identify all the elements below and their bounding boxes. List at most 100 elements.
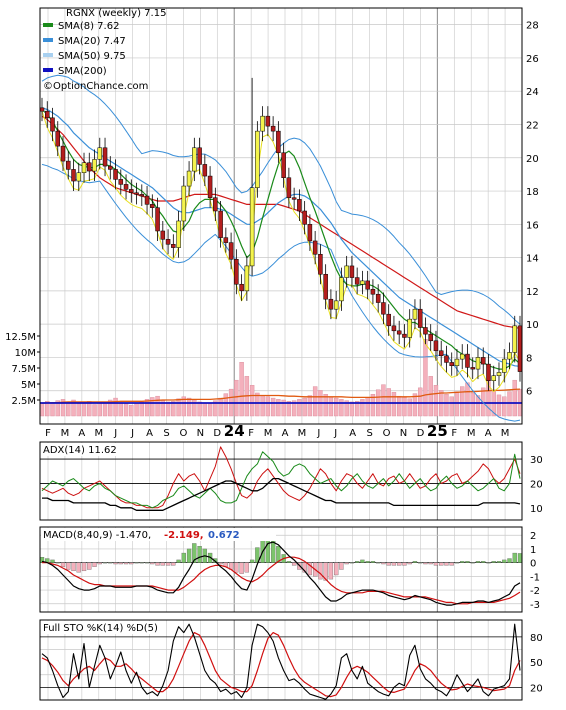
x-tick-label: M — [298, 428, 307, 439]
candle-up — [260, 115, 265, 132]
candle-down — [302, 210, 307, 225]
volume-bar — [302, 397, 307, 417]
adx-tick-label: 20 — [530, 479, 543, 490]
volume-bar — [81, 402, 87, 417]
x-tick-label: J — [113, 428, 117, 439]
sto-title: Full STO %K(14) %D(5) — [43, 623, 158, 634]
sto-d-line — [41, 631, 521, 698]
macd-histogram-bar — [76, 562, 81, 573]
volume-bar — [460, 386, 465, 417]
candle-down — [349, 265, 355, 278]
volume-bar — [512, 379, 517, 417]
volume-bar — [297, 399, 302, 417]
macd-histogram-bar — [118, 562, 123, 565]
adx-title: ADX(14) 11.62 — [43, 445, 117, 456]
volume-bar — [197, 401, 202, 417]
x-tick-label: S — [366, 428, 372, 439]
candle-up — [333, 300, 339, 310]
volume-bar — [165, 401, 171, 417]
candle-down — [102, 147, 108, 167]
macd-histogram-bar — [197, 546, 202, 563]
x-tick-label: 25 — [427, 422, 448, 440]
candle-down — [449, 362, 454, 367]
upper-band-line — [41, 74, 521, 325]
legend-label: SMA(20) 7.47 — [58, 36, 126, 47]
macd-histogram-bar — [276, 546, 281, 563]
macd-histogram-bar — [218, 562, 223, 565]
macd-histogram-bar — [470, 562, 475, 564]
candle-down — [113, 169, 118, 180]
candle-down — [276, 130, 281, 154]
candle-down — [223, 237, 229, 243]
candle-up — [339, 277, 344, 302]
macd-histogram-bar — [517, 553, 523, 563]
volume-bar — [39, 402, 45, 417]
candle-down — [228, 242, 234, 260]
macd-histogram-bar — [71, 562, 76, 572]
volume-bar — [113, 397, 118, 417]
x-tick-label: O — [383, 428, 391, 439]
x-tick-label: 24 — [224, 422, 245, 440]
volume-bar — [370, 394, 376, 417]
macd-tick-label: 1 — [530, 545, 536, 556]
x-tick-label: M — [467, 428, 476, 439]
volume-bar — [407, 398, 412, 417]
volume-bar — [475, 395, 481, 417]
candle-up — [249, 187, 255, 267]
macd-histogram-bar — [302, 562, 307, 573]
macd-histogram-bar — [129, 562, 134, 565]
macd-signal-value: -2.149, — [164, 530, 204, 541]
legend-label: SMA(200) — [58, 66, 107, 77]
volume-bar — [333, 397, 339, 417]
candle-down — [386, 313, 391, 327]
volume-bar — [444, 394, 449, 417]
volume-bar — [134, 403, 139, 417]
macd-histogram-bar — [355, 561, 360, 563]
adx-tick-label: 30 — [530, 455, 543, 466]
candle-down — [470, 367, 475, 370]
volume-bar — [202, 403, 208, 417]
volume-bar — [150, 397, 155, 417]
candle-down — [171, 244, 176, 248]
x-tick-label: N — [400, 428, 407, 439]
volume-bar — [502, 396, 507, 417]
x-tick-label: A — [78, 428, 85, 439]
x-tick-label: M — [94, 428, 103, 439]
macd-histogram-bar — [155, 562, 160, 566]
volume-bar — [465, 382, 470, 417]
macd-panel-frame — [39, 526, 523, 613]
candle-down — [60, 145, 66, 162]
price-tick-label: 10 — [526, 320, 539, 331]
macd-label-bg — [41, 528, 276, 541]
candle-up — [181, 185, 187, 222]
volume-bar — [481, 387, 486, 417]
macd-histogram-bar — [102, 562, 108, 564]
price-tick-label: 8 — [526, 353, 532, 364]
volume-tick-label: 5M — [21, 380, 36, 391]
volume-bar — [381, 384, 386, 417]
macd-histogram-bar — [171, 562, 176, 566]
candle-up — [176, 220, 181, 248]
x-tick-label: J — [316, 428, 320, 439]
macd-histogram-bar — [465, 561, 470, 563]
macd-histogram-bar — [376, 562, 381, 564]
candle-up — [360, 280, 365, 285]
candle-down — [39, 107, 45, 112]
volume-bar — [223, 393, 229, 417]
macd-histogram-bar — [291, 562, 297, 566]
candle-down — [328, 298, 334, 310]
macd-histogram-bar — [55, 562, 60, 564]
macd-histogram-bar — [496, 561, 502, 563]
macd-histogram-bar — [81, 562, 87, 572]
price-tick-label: 6 — [526, 387, 532, 398]
macd-histogram-bar — [370, 561, 376, 563]
volume-bar — [417, 387, 423, 417]
macd-histogram-bar — [512, 552, 517, 563]
sma20-line — [41, 107, 521, 367]
macd-histogram-bar — [460, 561, 465, 563]
candle-down — [234, 259, 239, 285]
macd-histogram-bar — [491, 561, 496, 563]
candle-up — [255, 130, 260, 188]
candle-up — [192, 147, 197, 172]
volume-bar — [281, 399, 286, 417]
